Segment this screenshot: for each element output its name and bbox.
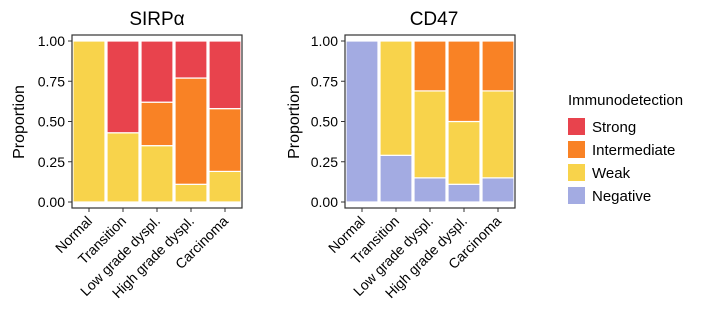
bar-segment [345, 40, 379, 203]
bar-segment [208, 40, 242, 110]
bar-segment [140, 145, 174, 203]
bar-segment [208, 108, 242, 173]
bar-segment [140, 40, 174, 103]
bar-segment [447, 120, 481, 185]
bar-segment [481, 90, 515, 179]
bar-segment [447, 40, 481, 123]
bar-segment [106, 40, 140, 134]
y-tick-label: 0.25 [311, 154, 338, 170]
sirpa-panel: SIRPα Proportion 0.00 0.25 0.50 0.75 1.00 No… [11, 9, 243, 301]
y-tick-label: 0.25 [38, 154, 65, 170]
bar-segment [379, 40, 413, 156]
legend-swatch [568, 187, 585, 204]
y-tick-label: 1.00 [38, 33, 65, 49]
bar-segment [481, 177, 515, 203]
bar-segment [413, 40, 447, 92]
y-axis-title: Proportion [286, 85, 303, 159]
bar-segment [379, 154, 413, 203]
bar-segment [413, 177, 447, 203]
bar-segment [447, 183, 481, 203]
y-tick-label: 0.00 [311, 194, 338, 210]
bar-segment [106, 132, 140, 203]
legend-swatch [568, 118, 585, 135]
bar-segment [174, 183, 208, 203]
legend-swatch [568, 141, 585, 158]
y-tick-label: 0.75 [311, 73, 338, 89]
y-axis-ticks: 0.00 0.25 0.50 0.75 1.00 [311, 33, 345, 210]
panel-title: SIRPα [129, 9, 184, 30]
bar-segment [208, 170, 242, 203]
y-axis-ticks: 0.00 0.25 0.50 0.75 1.00 [38, 33, 72, 210]
y-tick-label: 0.00 [38, 194, 65, 210]
cd47-panel: CD47 Proportion 0.00 0.25 0.50 0.75 1.00 Nor… [286, 9, 516, 301]
bar-segment [72, 40, 106, 203]
legend-label: Negative [592, 188, 651, 205]
legend: Immunodetection Strong Intermediate Weak Ne… [568, 92, 683, 205]
bar-segment [481, 40, 515, 92]
legend-label: Weak [592, 165, 631, 182]
y-tick-label: 0.50 [38, 114, 65, 130]
bar-segment [174, 40, 208, 79]
legend-label: Intermediate [592, 142, 675, 159]
bar-segment [174, 77, 208, 185]
y-tick-label: 0.75 [38, 73, 65, 89]
panel-title: CD47 [410, 9, 459, 30]
legend-label: Strong [592, 119, 636, 136]
bar-stack-group [345, 40, 515, 203]
bar-segment [140, 101, 174, 147]
y-axis-title: Proportion [11, 85, 28, 159]
legend-swatch [568, 164, 585, 181]
legend-title: Immunodetection [568, 92, 683, 109]
y-tick-label: 1.00 [311, 33, 338, 49]
bar-stack-group [72, 40, 242, 203]
bar-segment [413, 90, 447, 179]
y-tick-label: 0.50 [311, 114, 338, 130]
